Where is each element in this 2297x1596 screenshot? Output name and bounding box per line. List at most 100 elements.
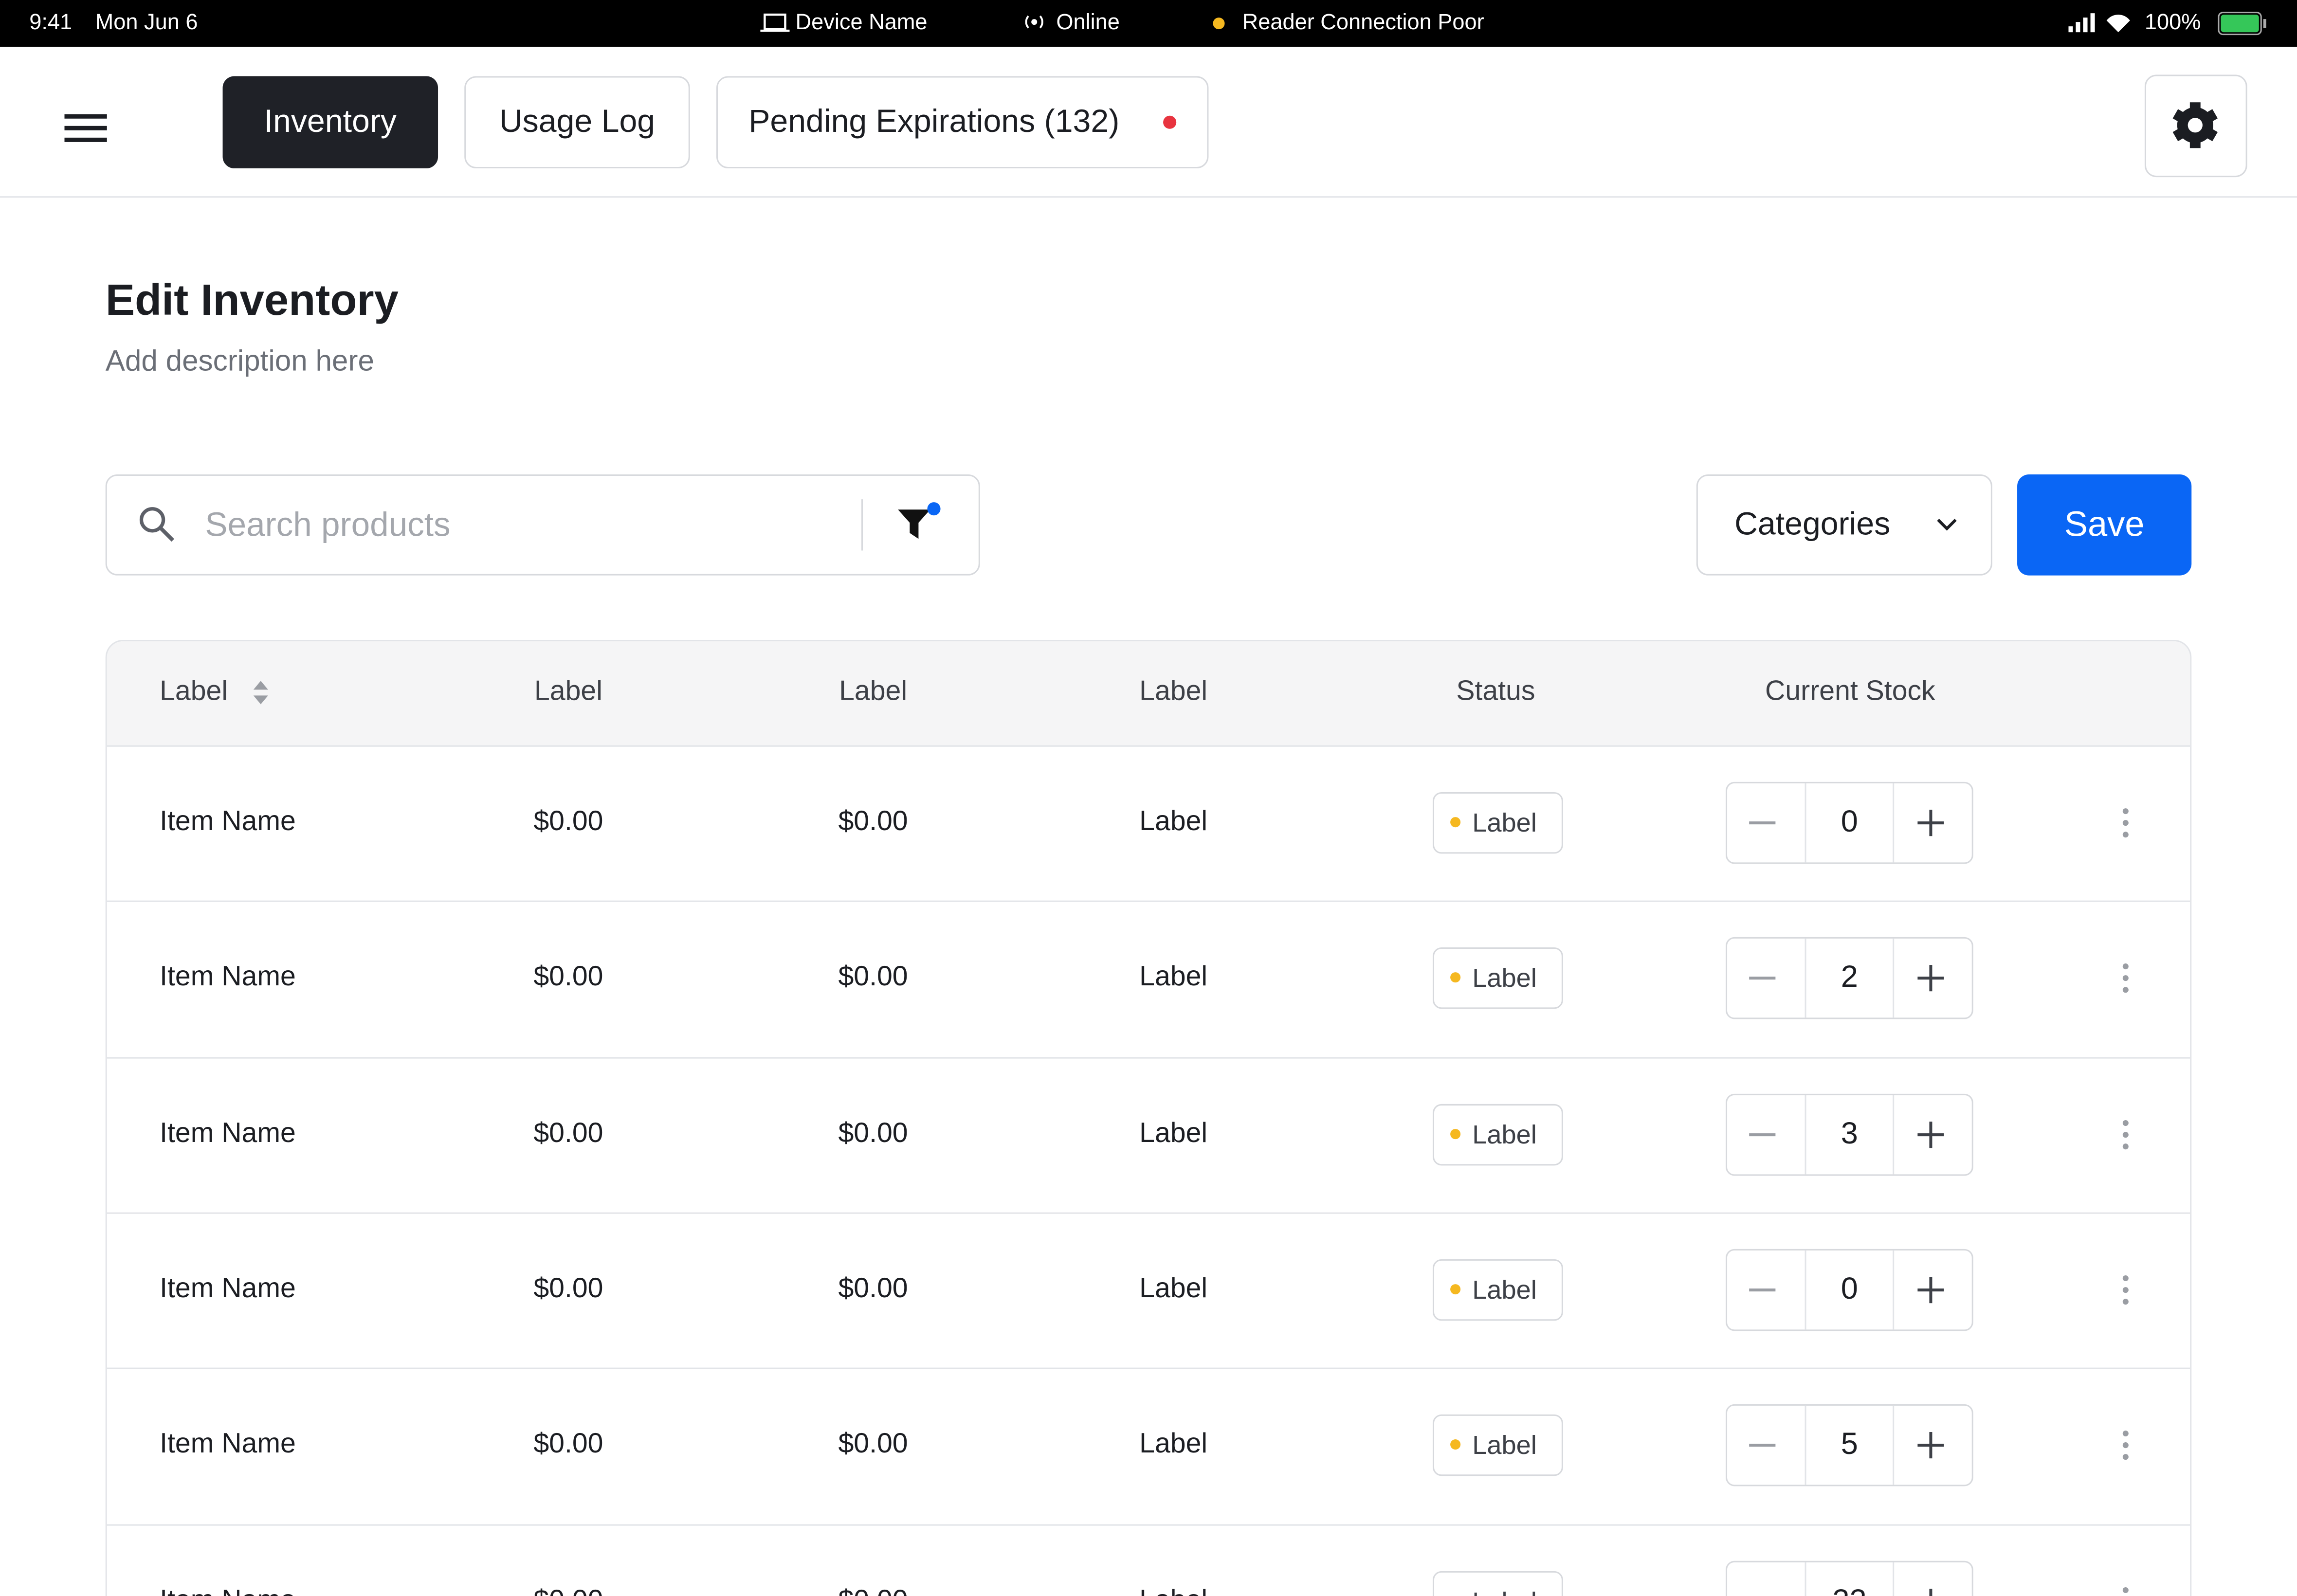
more-dot[interactable]	[2122, 808, 2129, 815]
stock-value: 0	[1841, 805, 1858, 839]
status-label: Label	[1472, 1119, 1537, 1149]
more-dot[interactable]	[2122, 1298, 2129, 1305]
device-name: Device Name	[795, 10, 928, 36]
search-divider	[861, 499, 863, 551]
cell: Label	[1139, 962, 1208, 994]
increment-button[interactable]	[1929, 810, 1932, 836]
chevron	[1937, 519, 1957, 531]
status-label: Label	[1472, 1585, 1537, 1596]
cell: $0.00	[533, 1429, 603, 1460]
decrement-button[interactable]	[1749, 1444, 1776, 1447]
tab-pending[interactable]: Pending Expirations (132)	[716, 76, 1209, 169]
decrement-button[interactable]	[1749, 1132, 1776, 1136]
cell: Label	[1139, 807, 1208, 838]
cell: $0.00	[838, 1118, 908, 1149]
increment-button[interactable]	[1929, 1588, 1932, 1596]
item-name: Item Name	[160, 1118, 296, 1149]
decrement-button[interactable]	[1749, 1288, 1776, 1291]
network-status: Online	[1056, 10, 1120, 36]
cell: $0.00	[533, 1118, 603, 1149]
page-title: Edit Inventory	[105, 276, 399, 326]
decrement-button[interactable]	[1749, 821, 1776, 825]
increment-button[interactable]	[1929, 1276, 1932, 1303]
cell: $0.00	[727, 1583, 1020, 1596]
cell: Label	[1139, 1429, 1208, 1460]
device-icon	[760, 13, 790, 32]
settings-button[interactable]	[2144, 74, 2247, 178]
cell: Label	[1139, 1118, 1208, 1149]
more-dot[interactable]	[2122, 1287, 2129, 1293]
stepper-divider	[1893, 1406, 1895, 1485]
stepper-divider	[1805, 1406, 1806, 1485]
status-label: Label	[1472, 808, 1537, 838]
categories-dropdown[interactable]: Categories	[1696, 474, 1992, 576]
gear-icon	[2172, 102, 2218, 148]
more-dot[interactable]	[2122, 1454, 2129, 1460]
cell: $0.00	[533, 807, 603, 838]
filter-button[interactable]	[896, 498, 943, 544]
cell: $0.00	[838, 1429, 908, 1460]
stepper-divider	[1805, 939, 1806, 1018]
warning-dot	[1213, 18, 1225, 30]
save-button[interactable]: Save	[2017, 474, 2192, 576]
column-header: Status	[1456, 676, 1535, 707]
more-dot[interactable]	[2122, 832, 2129, 838]
more-dot[interactable]	[2122, 963, 2129, 970]
battery-level: 100%	[2144, 10, 2201, 36]
signal-wifi	[2068, 13, 2130, 33]
more-dot[interactable]	[2122, 1275, 2129, 1281]
sort-icon[interactable]	[252, 678, 270, 707]
search-box[interactable]	[105, 474, 980, 576]
increment-button[interactable]	[1929, 1432, 1932, 1459]
stepper-divider	[1893, 783, 1895, 863]
alert-dot	[1163, 115, 1177, 129]
status-bar	[0, 0, 2297, 47]
stock-value: 5	[1841, 1428, 1858, 1462]
search-placeholder: Search products	[205, 505, 451, 544]
tab-usage-log[interactable]: Usage Log	[464, 76, 690, 169]
column-header: Label	[534, 676, 602, 707]
more-dot[interactable]	[2122, 1143, 2129, 1149]
more-dot[interactable]	[2122, 1119, 2129, 1125]
cell: Label	[1027, 1583, 1320, 1596]
increment-button[interactable]	[1929, 965, 1932, 992]
stock-value: 2	[1841, 961, 1858, 995]
search-icon	[139, 507, 174, 542]
stepper-divider	[1893, 1094, 1895, 1174]
row-divider	[107, 1056, 2190, 1058]
more-dot[interactable]	[2122, 1586, 2129, 1593]
stepper-divider	[1805, 783, 1806, 863]
more-dot[interactable]	[2122, 987, 2129, 994]
item-name: Item Name	[160, 807, 296, 838]
more-dot[interactable]	[2122, 1431, 2129, 1437]
cell: Label	[1139, 1273, 1208, 1305]
cell: $0.00	[838, 1273, 908, 1305]
time: 9:41	[29, 10, 73, 36]
stepper-divider	[1805, 1250, 1806, 1330]
stepper-divider	[1893, 1250, 1895, 1330]
row-divider	[107, 901, 2190, 903]
menu-button[interactable]	[64, 111, 108, 144]
nav-divider	[0, 196, 2297, 198]
decrement-button[interactable]	[1749, 977, 1776, 980]
more-dot[interactable]	[2122, 976, 2129, 982]
status-label: Label	[1472, 963, 1537, 994]
tab-inventory[interactable]: Inventory	[222, 76, 438, 169]
row-divider	[107, 1523, 2190, 1525]
status-dot	[1450, 817, 1461, 828]
column-header: Label	[160, 676, 228, 707]
reader-status: Reader Connection Poor	[1242, 10, 1484, 36]
cell: $0.00	[838, 807, 908, 838]
stock-value: 3	[1841, 1116, 1858, 1151]
column-header: Label	[839, 676, 908, 707]
stepper-divider	[1893, 939, 1895, 1018]
increment-button[interactable]	[1929, 1121, 1932, 1147]
status-dot	[1450, 1284, 1461, 1294]
more-dot[interactable]	[2122, 1442, 2129, 1449]
status-dot	[1450, 1128, 1461, 1139]
date: Mon Jun 6	[95, 10, 198, 36]
more-dot[interactable]	[2122, 1131, 2129, 1137]
more-dot[interactable]	[2122, 820, 2129, 826]
status-dot	[1450, 973, 1461, 983]
